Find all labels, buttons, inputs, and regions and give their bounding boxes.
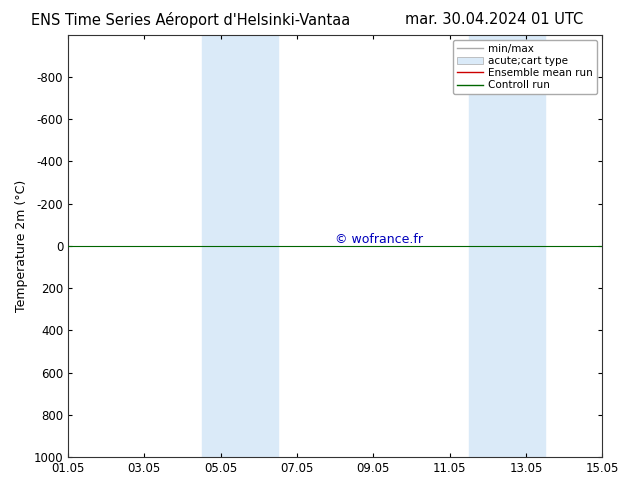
Legend: min/max, acute;cart type, Ensemble mean run, Controll run: min/max, acute;cart type, Ensemble mean …	[453, 40, 597, 95]
Bar	[202, 35, 278, 457]
Text: © wofrance.fr: © wofrance.fr	[335, 233, 423, 246]
Y-axis label: Temperature 2m (°C): Temperature 2m (°C)	[15, 180, 28, 312]
Text: ENS Time Series Aéroport d'Helsinki-Vantaa: ENS Time Series Aéroport d'Helsinki-Vant…	[30, 12, 350, 28]
Text: mar. 30.04.2024 01 UTC: mar. 30.04.2024 01 UTC	[405, 12, 584, 27]
Bar	[469, 35, 545, 457]
